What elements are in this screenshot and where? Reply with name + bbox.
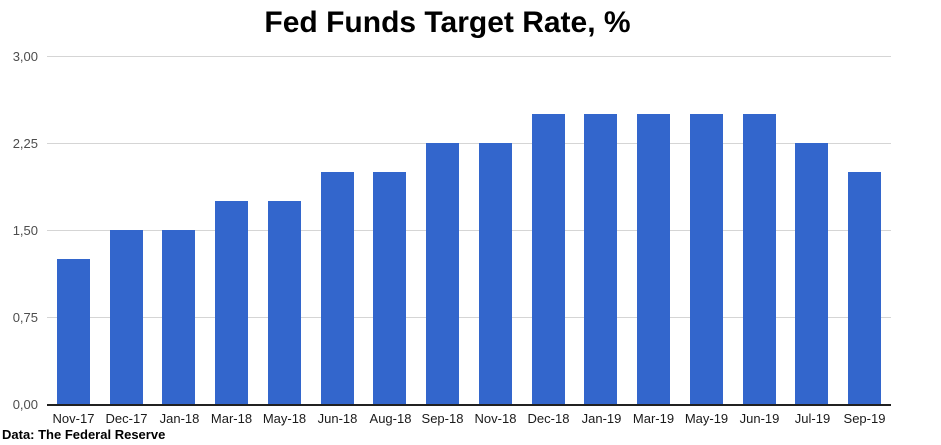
bar-May-18 <box>268 201 301 404</box>
x-axis-tick-label: Nov-17 <box>52 411 95 426</box>
bar-Dec-17 <box>110 230 143 404</box>
gridline <box>47 56 891 57</box>
gridline <box>47 317 891 318</box>
x-axis-tick-label: Sep-19 <box>843 411 886 426</box>
x-axis-tick-label: May-19 <box>684 411 729 426</box>
y-axis-tick-label: 0,75 <box>12 310 38 325</box>
bar-Sep-19 <box>848 172 881 404</box>
bar-May-19 <box>690 114 723 404</box>
bar-Jan-18 <box>162 230 195 404</box>
bar-Sep-18 <box>426 143 459 404</box>
bar-Nov-18 <box>479 143 512 404</box>
x-axis-tick-label: Sep-18 <box>421 411 464 426</box>
x-axis-tick-label: Jan-18 <box>159 411 200 426</box>
x-axis-tick-label: Mar-18 <box>210 411 253 426</box>
y-axis-tick-label: 1,50 <box>12 223 38 238</box>
source-note: Data: The Federal Reserve <box>2 427 166 442</box>
gridline <box>47 230 891 231</box>
x-axis-tick-label: Jul-19 <box>794 411 831 426</box>
x-axis-tick-label: Nov-18 <box>474 411 517 426</box>
gridline <box>47 143 891 144</box>
bar-Nov-17 <box>57 259 90 404</box>
x-axis-tick-label: Jan-19 <box>581 411 622 426</box>
x-axis-tick-label: Dec-18 <box>527 411 570 426</box>
y-axis-tick-label: 2,25 <box>12 136 38 151</box>
bar-Mar-19 <box>637 114 670 404</box>
y-axis-tick-label: 3,00 <box>12 49 38 64</box>
bar-Mar-18 <box>215 201 248 404</box>
chart-title: Fed Funds Target Rate, % <box>264 6 631 39</box>
x-axis-tick-label: Mar-19 <box>632 411 675 426</box>
x-axis-tick-label: May-18 <box>262 411 307 426</box>
bar-Jul-19 <box>795 143 828 404</box>
y-axis-tick-label: 0,00 <box>12 397 38 412</box>
bar-Jun-18 <box>321 172 354 404</box>
x-axis-tick-label: Aug-18 <box>369 411 412 426</box>
bar-Jan-19 <box>584 114 617 404</box>
x-axis-tick-label: Dec-17 <box>105 411 148 426</box>
plot-area <box>47 56 891 404</box>
x-axis-line <box>47 404 891 406</box>
bar-Jun-19 <box>743 114 776 404</box>
bar-Aug-18 <box>373 172 406 404</box>
x-axis-tick-label: Jun-18 <box>317 411 358 426</box>
x-axis-tick-label: Jun-19 <box>739 411 780 426</box>
bar-Dec-18 <box>532 114 565 404</box>
